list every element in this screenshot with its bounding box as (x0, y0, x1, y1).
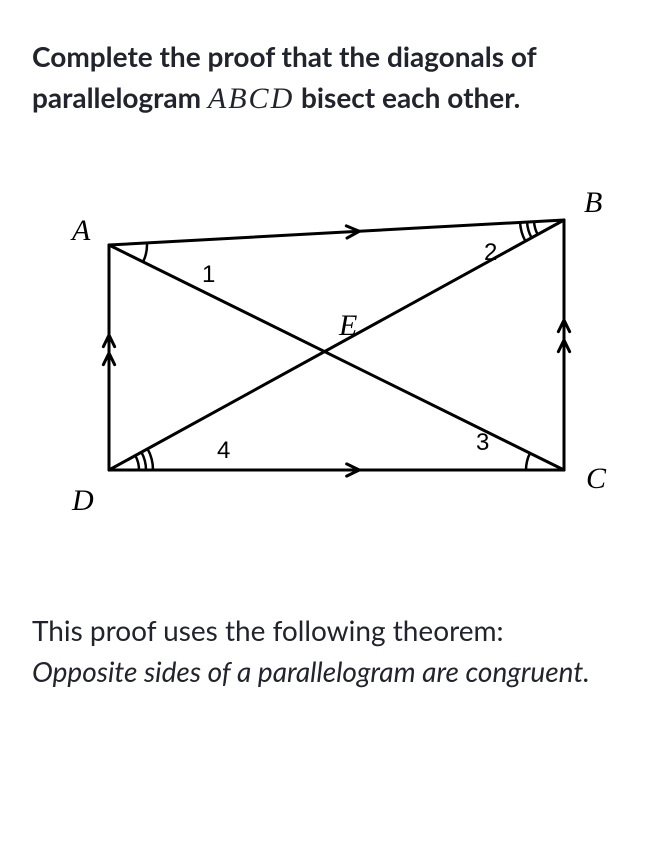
svg-text:D: D (71, 484, 94, 517)
prompt-text-2: bisect each other. (294, 80, 520, 114)
svg-text:4: 4 (217, 437, 230, 464)
parallelogram-diagram: A B C D E 1 2 3 4 (44, 180, 604, 550)
svg-text:2: 2 (484, 239, 497, 266)
theorem-lead: This proof uses the following theorem: (32, 613, 504, 647)
svg-text:C: C (586, 462, 607, 495)
svg-text:3: 3 (476, 429, 489, 456)
theorem-note: This proof uses the following theorem: O… (32, 610, 615, 691)
svg-text:E: E (338, 309, 357, 342)
diagram-container: A B C D E 1 2 3 4 (32, 180, 615, 550)
svg-text:A: A (70, 214, 91, 247)
proof-prompt: Complete the proof that the diagonals of… (32, 36, 615, 120)
prompt-math: ABCD (208, 82, 294, 115)
svg-text:B: B (584, 186, 602, 219)
theorem-text: Opposite sides of a parallelogram are co… (32, 654, 590, 688)
page: Complete the proof that the diagonals of… (0, 0, 647, 691)
svg-text:1: 1 (202, 261, 215, 288)
